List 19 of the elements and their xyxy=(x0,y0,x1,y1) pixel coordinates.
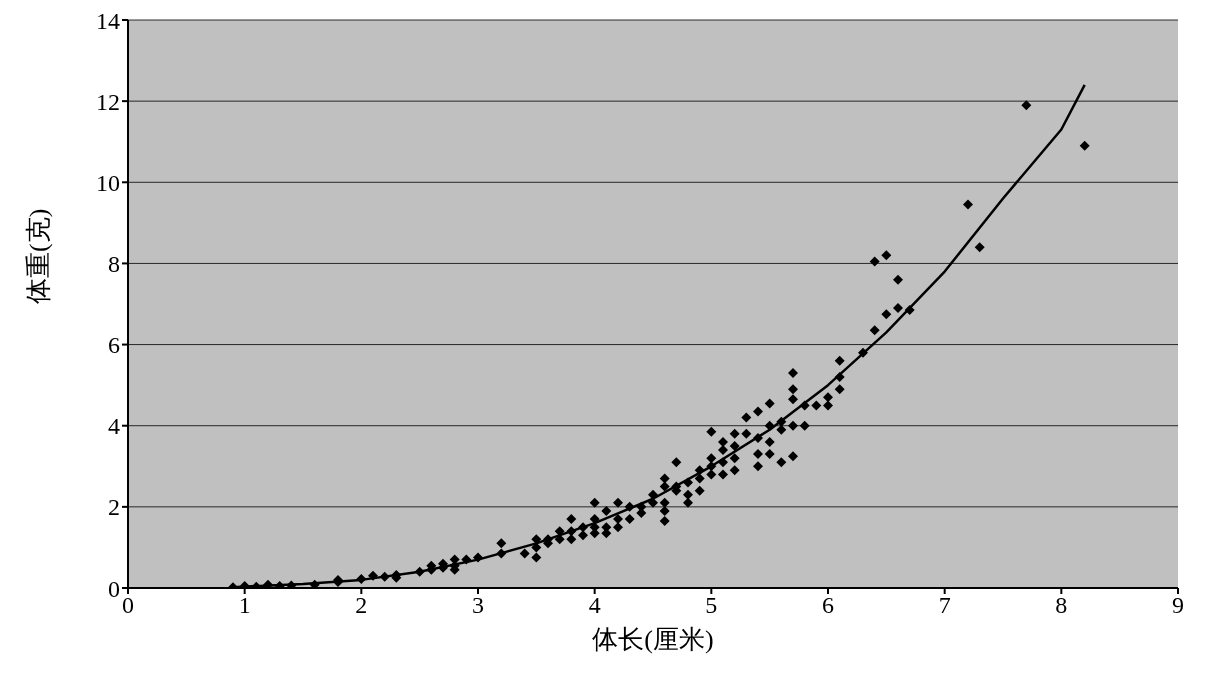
x-tick-label: 8 xyxy=(1055,592,1068,619)
x-tick-label: 1 xyxy=(238,592,251,619)
y-tick-label: 2 xyxy=(108,494,120,521)
y-tick-label: 12 xyxy=(96,88,120,115)
y-tick-label: 4 xyxy=(108,413,120,440)
y-axis-title: 体重(克) xyxy=(24,208,54,304)
y-tick-label: 14 xyxy=(96,7,120,34)
x-tick-label: 4 xyxy=(588,592,601,619)
x-tick-label: 2 xyxy=(355,592,368,619)
x-tick-label: 9 xyxy=(1172,592,1184,619)
y-tick-label: 6 xyxy=(108,332,120,359)
x-tick-label: 5 xyxy=(705,592,718,619)
x-tick-label: 6 xyxy=(822,592,834,619)
x-tick-label: 3 xyxy=(472,592,484,619)
y-tick-label: 10 xyxy=(96,169,120,196)
x-axis-title: 体长(厘米) xyxy=(592,625,714,654)
y-tick-label: 0 xyxy=(108,575,120,602)
y-tick-label: 8 xyxy=(108,250,120,277)
x-tick-label: 7 xyxy=(938,592,951,619)
